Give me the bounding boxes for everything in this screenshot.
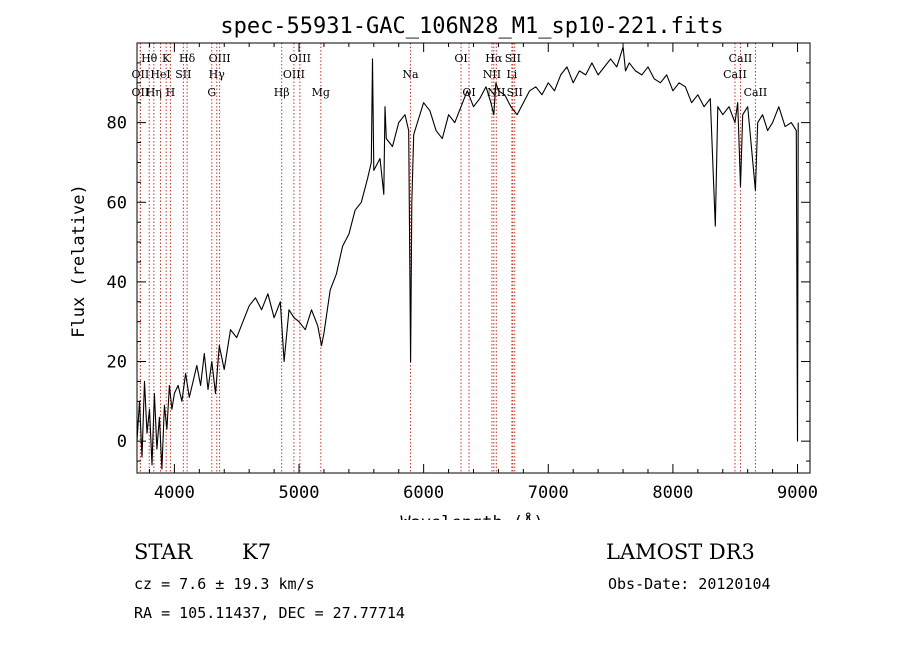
line-marker-label: G (207, 86, 216, 99)
line-marker-labels: OII OII Hθ Hη HeI K H SII Hδ G Hγ OIII Hβ OIII OIII Mg N… (132, 52, 768, 99)
axis-ticks: 4000 5000 6000 7000 8000 9000 0 20 40 60 80 (107, 43, 818, 503)
line-marker-label: OII (132, 68, 150, 81)
survey-label: LAMOST DR3 (606, 540, 755, 564)
x-tick-label: 9000 (777, 483, 818, 503)
plot-frame (136, 42, 811, 474)
line-marker-label: K (162, 52, 171, 65)
line-marker-label: SII (505, 52, 521, 65)
line-markers (139, 43, 756, 473)
line-marker-label: CaII (744, 86, 768, 99)
line-marker-label: Li (506, 68, 517, 81)
class-label: STAR (134, 540, 193, 564)
redshift-velocity: cz = 7.6 ± 19.3 km/s (134, 575, 315, 593)
y-tick-label: 60 (107, 193, 127, 213)
x-tick-label: 7000 (528, 483, 569, 503)
line-marker-label: NII (487, 86, 505, 99)
line-marker-label: OIII (209, 52, 231, 65)
spectrum-series (136, 46, 799, 470)
y-tick-label: 20 (107, 353, 127, 373)
x-tick-label: 8000 (652, 483, 693, 503)
line-marker-label: HeI (150, 68, 170, 81)
line-marker-label: CaII (729, 52, 753, 65)
line-marker-label: SII (175, 68, 191, 81)
y-tick-label: 0 (117, 432, 127, 452)
x-tick-label: 5000 (279, 483, 320, 503)
line-marker-label: Hη (146, 86, 162, 99)
line-marker-label: Hδ (179, 52, 196, 65)
y-tick-label: 80 (107, 114, 127, 134)
line-marker-label: NII (483, 68, 501, 81)
line-marker-label: Na (402, 68, 419, 81)
chart-title: spec-55931-GAC_106N28_M1_sp10-221.fits (220, 14, 723, 39)
y-axis-label: Flux (relative) (69, 184, 89, 338)
line-marker-label: Hβ (274, 86, 290, 99)
y-tick-label: 40 (107, 273, 127, 293)
observation-date: Obs-Date: 20120104 (608, 575, 771, 593)
line-marker-label: H (166, 86, 176, 99)
coordinates: RA = 105.11437, DEC = 27.77714 (134, 604, 405, 622)
line-marker-label: OII (132, 86, 150, 99)
line-marker-label: Mg (312, 86, 330, 99)
subclass-label: K7 (242, 540, 272, 564)
series-line-flux (136, 46, 799, 470)
line-marker-label: Hα (485, 52, 503, 65)
x-tick-label: 6000 (403, 483, 444, 503)
x-tick-label: 4000 (154, 483, 195, 503)
line-marker-label: OIII (283, 68, 305, 81)
line-marker-label: Hγ (209, 68, 226, 81)
line-marker-label: OI (454, 52, 467, 65)
spectrum-chart: spec-55931-GAC_106N28_M1_sp10-221.fits O… (69, 14, 818, 520)
line-marker-label: Hθ (141, 52, 158, 65)
line-marker-label: CaII (723, 68, 747, 81)
x-axis-label: Wavelength (Å) (400, 511, 543, 520)
line-marker-label: SII (507, 86, 523, 99)
line-marker-label: OIII (289, 52, 311, 65)
